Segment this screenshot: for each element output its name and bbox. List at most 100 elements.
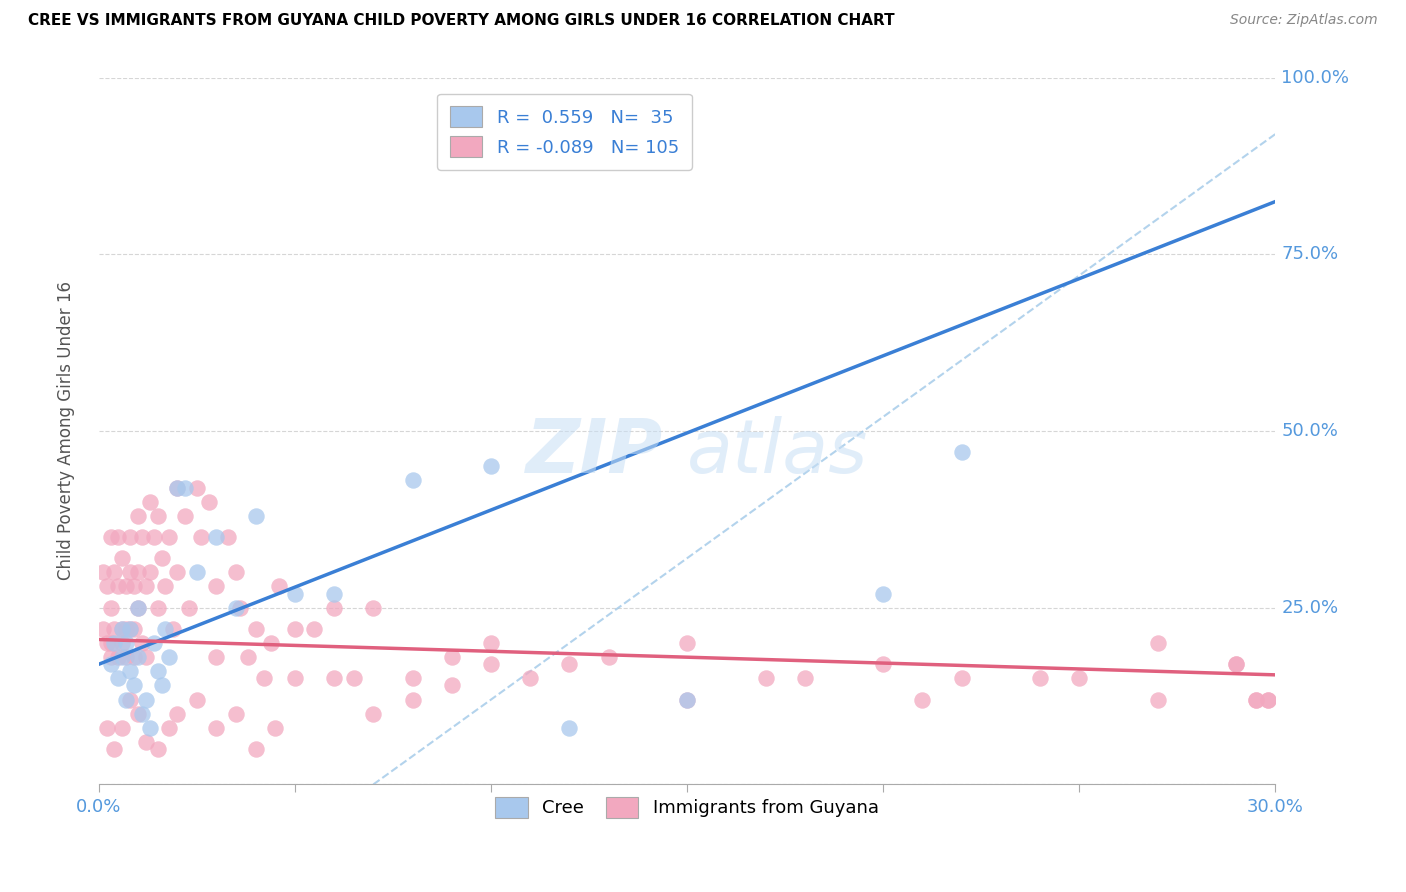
Point [260,636,283,650]
Point [122,650,145,665]
Point [284,586,307,600]
Point [100,636,122,650]
Point [479,636,502,650]
Y-axis label: Child Poverty Among Girls Under 16: Child Poverty Among Girls Under 16 [58,282,75,581]
Point [111,551,134,566]
Point [146,665,169,679]
Point [135,692,157,706]
Point [131,530,153,544]
Point [120,622,142,636]
Point [676,636,699,650]
Point [205,721,228,735]
Point [343,672,366,686]
Point [103,622,125,636]
Point [120,622,142,636]
Point [100,600,122,615]
Point [676,692,699,706]
Point [157,721,180,735]
Point [120,530,142,544]
Text: ZIP: ZIP [526,416,664,489]
Point [245,742,267,756]
Point [245,508,267,523]
Point [96,580,118,594]
Point [174,481,197,495]
Point [401,692,423,706]
Point [1146,692,1168,706]
Point [127,566,149,580]
Text: Source: ZipAtlas.com: Source: ZipAtlas.com [1230,13,1378,28]
Point [135,650,157,665]
Point [155,622,177,636]
Point [157,530,180,544]
Point [100,657,122,672]
Point [127,650,149,665]
Point [190,530,212,544]
Point [115,580,138,594]
Point [120,692,142,706]
Point [558,721,581,735]
Point [872,586,894,600]
Point [519,672,541,686]
Point [122,580,145,594]
Point [174,508,197,523]
Point [252,672,274,686]
Point [135,580,157,594]
Point [96,721,118,735]
Point [139,494,162,508]
Point [146,600,169,615]
Point [479,657,502,672]
Point [269,580,291,594]
Point [107,672,129,686]
Point [1069,672,1091,686]
Point [205,650,228,665]
Point [111,650,134,665]
Point [284,622,307,636]
Point [162,622,184,636]
Point [107,530,129,544]
Point [1257,692,1279,706]
Point [245,622,267,636]
Point [107,580,129,594]
Point [793,672,815,686]
Point [115,650,138,665]
Point [323,672,346,686]
Point [127,508,149,523]
Point [107,650,129,665]
Point [676,692,699,706]
Point [166,481,188,495]
Point [236,650,259,665]
Point [1225,657,1247,672]
Point [558,657,581,672]
Point [103,636,125,650]
Point [950,672,973,686]
Point [131,636,153,650]
Point [401,474,423,488]
Point [115,622,138,636]
Point [146,508,169,523]
Point [122,678,145,692]
Point [225,706,247,721]
Point [1244,692,1267,706]
Point [217,530,239,544]
Point [479,459,502,474]
Point [872,657,894,672]
Point [225,566,247,580]
Point [166,566,188,580]
Point [111,636,134,650]
Point [139,721,162,735]
Point [197,494,219,508]
Point [1244,692,1267,706]
Text: atlas: atlas [688,417,869,488]
Point [111,622,134,636]
Point [122,622,145,636]
Point [950,445,973,459]
Point [177,600,200,615]
Point [127,600,149,615]
Point [363,600,385,615]
Point [115,692,138,706]
Point [225,600,247,615]
Point [754,672,776,686]
Text: CREE VS IMMIGRANTS FROM GUYANA CHILD POVERTY AMONG GIRLS UNDER 16 CORRELATION CH: CREE VS IMMIGRANTS FROM GUYANA CHILD POV… [28,13,894,29]
Point [155,580,177,594]
Point [131,706,153,721]
